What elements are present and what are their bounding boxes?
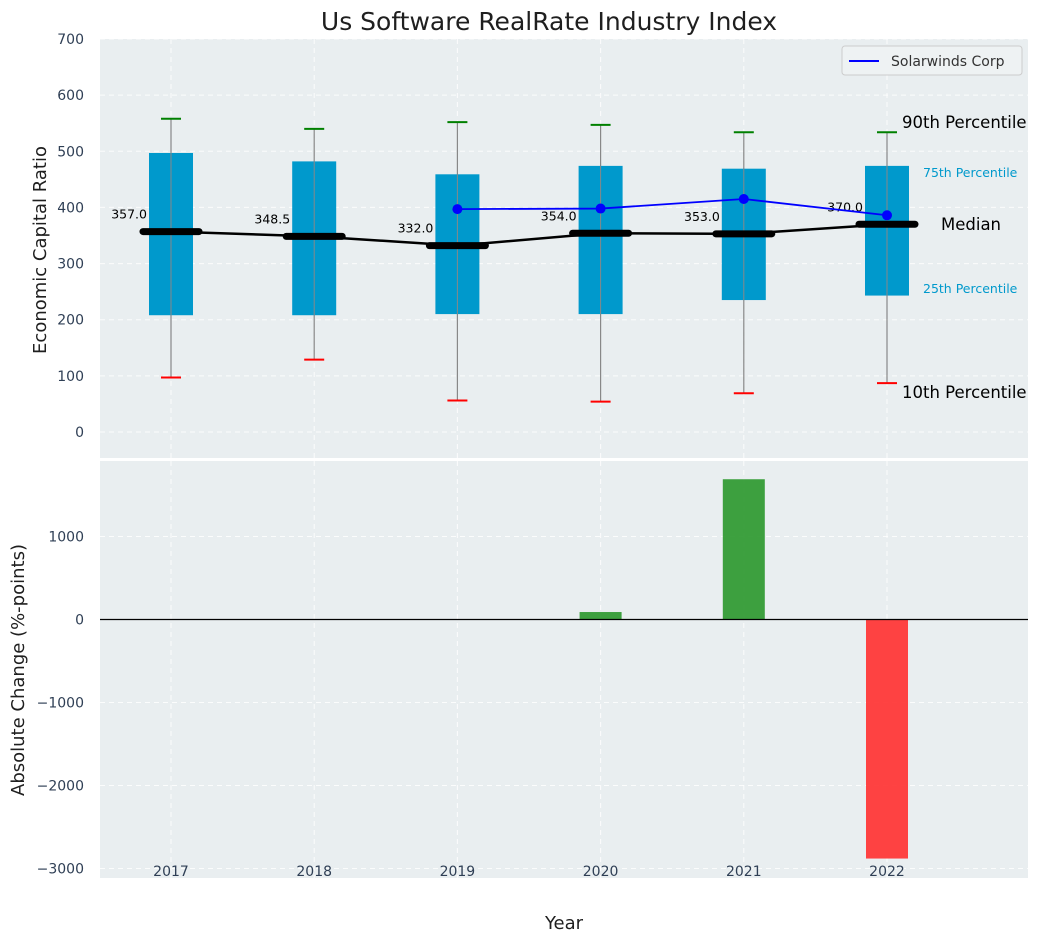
legend: Solarwinds Corp bbox=[841, 45, 1023, 76]
company-point bbox=[452, 204, 463, 215]
legend-label: Solarwinds Corp bbox=[891, 54, 1005, 70]
company-point bbox=[882, 210, 892, 221]
top-y-tick-label: 400 bbox=[57, 200, 84, 216]
median-trend-line bbox=[170, 223, 888, 247]
top-y-ticks: 0 100 200 300 400 500 600 700 bbox=[57, 32, 84, 441]
top-y-tick-label: 0 bbox=[75, 425, 84, 441]
annotation-p10: 10th Percentile bbox=[902, 383, 1027, 402]
top-y-tick-label: 100 bbox=[57, 369, 84, 385]
change-bars bbox=[579, 479, 908, 859]
annotation-median: Median bbox=[941, 215, 1001, 234]
bottom-y-ticks: −3000 −2000 −1000 0 1000 bbox=[37, 530, 84, 878]
median-value-label: 348.5 bbox=[254, 211, 290, 226]
top-y-tick-label: 500 bbox=[57, 144, 84, 160]
company-line bbox=[457, 198, 888, 217]
top-y-tick-label: 200 bbox=[57, 313, 84, 329]
x-ticks: 2017 2018 2019 2020 2021 2022 bbox=[153, 864, 905, 880]
annotation-p75: 75th Percentile bbox=[923, 165, 1018, 180]
median-trend bbox=[170, 223, 888, 247]
x-axis-title: Year bbox=[544, 913, 584, 934]
x-tick-label: 2019 bbox=[440, 864, 476, 880]
top-y-tick-label: 700 bbox=[57, 32, 84, 48]
median-value-label: 370.0 bbox=[827, 199, 863, 214]
bottom-y-tick-label: −2000 bbox=[37, 779, 84, 795]
x-tick-label: 2022 bbox=[869, 864, 905, 880]
bottom-y-axis-title: Absolute Change (%-points) bbox=[8, 544, 29, 796]
median-value-label: 332.0 bbox=[398, 221, 434, 236]
bottom-y-tick-label: 1000 bbox=[48, 530, 84, 546]
top-y-tick-label: 300 bbox=[57, 257, 84, 273]
x-tick-label: 2020 bbox=[583, 864, 619, 880]
change-bar bbox=[722, 479, 765, 620]
bottom-y-tick-label: 0 bbox=[75, 613, 84, 629]
company-point bbox=[595, 203, 606, 214]
company-point bbox=[738, 194, 749, 205]
legend-box bbox=[841, 45, 1023, 76]
median-value-label: 354.0 bbox=[541, 208, 577, 223]
bottom-y-tick-label: −3000 bbox=[37, 862, 84, 878]
chart-title: Us Software RealRate Industry Index bbox=[321, 7, 777, 36]
median-value-label: 353.0 bbox=[684, 209, 720, 224]
x-tick-label: 2017 bbox=[153, 864, 189, 880]
x-tick-label: 2018 bbox=[296, 864, 332, 880]
change-bar bbox=[866, 619, 908, 859]
top-y-axis-title: Economic Capital Ratio bbox=[30, 146, 51, 354]
median-value-label: 357.0 bbox=[111, 207, 147, 222]
annotation-p25: 25th Percentile bbox=[923, 281, 1018, 296]
annotation-p90: 90th Percentile bbox=[902, 113, 1027, 132]
bottom-y-tick-label: −1000 bbox=[37, 696, 84, 712]
company-series bbox=[452, 194, 892, 221]
x-tick-label: 2021 bbox=[726, 864, 762, 880]
top-y-tick-label: 600 bbox=[57, 88, 84, 104]
change-bar bbox=[579, 612, 622, 620]
